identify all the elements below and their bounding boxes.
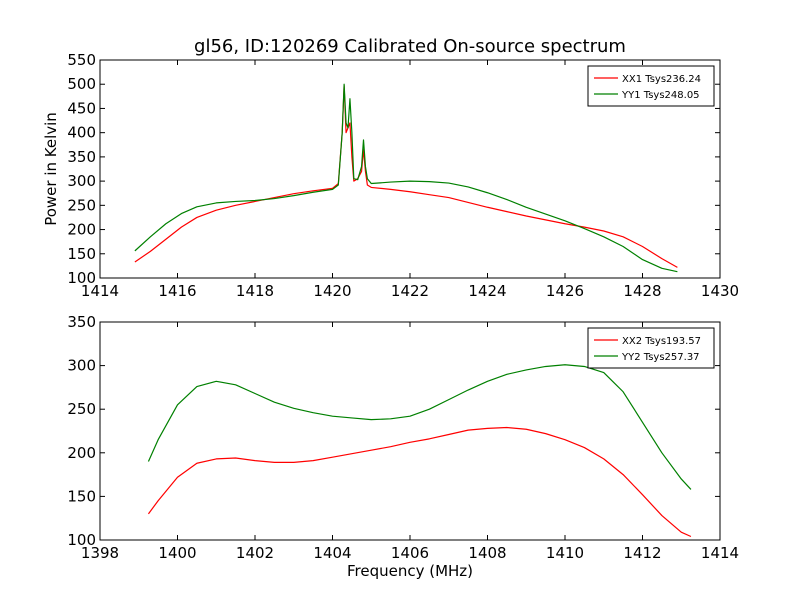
- legend-label: YY1 Tsys248.05: [621, 90, 700, 101]
- x-axis-label: Frequency (MHz): [347, 562, 473, 580]
- x-tick-label: 1414: [81, 282, 119, 300]
- y-tick-label: 150: [67, 245, 96, 263]
- y-tick-label: 100: [67, 269, 96, 287]
- y-tick-label: 200: [67, 221, 96, 239]
- x-tick-label: 1406: [391, 544, 429, 562]
- chart-title: gl56, ID:120269 Calibrated On-source spe…: [194, 36, 626, 57]
- legend-box: [587, 65, 715, 107]
- bottom-spectrum-plot: Frequency (MHz) 1398 1400 1402 1404 1406 1408…: [67, 313, 739, 580]
- y-tick-label: 250: [67, 400, 96, 418]
- legend-label: XX2 Tsys193.57: [622, 336, 701, 347]
- series-line-xx1: [134, 85, 678, 268]
- x-tick-label: 1412: [623, 544, 661, 562]
- x-tick-label: 1408: [468, 544, 506, 562]
- x-tick-label: 1418: [236, 282, 274, 300]
- x-tick-label: 1422: [391, 282, 429, 300]
- legend: XX1 Tsys236.24 YY1 Tsys248.05: [587, 65, 715, 107]
- y-tick-label: 450: [67, 99, 96, 117]
- legend: XX2 Tsys193.57 YY2 Tsys257.37: [587, 327, 715, 369]
- series-group: [147, 364, 692, 538]
- y-tick-label: 100: [67, 531, 96, 549]
- series-line-yy1: [134, 83, 678, 273]
- y-tick-label: 150: [67, 487, 96, 505]
- x-tick-label: 1430: [701, 282, 739, 300]
- y-tick-label: 550: [67, 51, 96, 69]
- x-tick-label: 1410: [546, 544, 584, 562]
- x-tick-label: 1404: [313, 544, 351, 562]
- y-tick-label: 300: [67, 357, 96, 375]
- x-tick-label: 1414: [701, 544, 739, 562]
- x-tick-label: 1428: [623, 282, 661, 300]
- series-line-yy2: [147, 364, 692, 490]
- tick-group: 1398 1400 1402 1404 1406 1408 1410 1412 1414 100 1…: [67, 313, 739, 562]
- x-tick-label: 1416: [158, 282, 196, 300]
- legend-label: XX1 Tsys236.24: [622, 74, 701, 85]
- series-group: [134, 83, 678, 273]
- top-spectrum-plot: gl56, ID:120269 Calibrated On-source spe…: [42, 36, 739, 300]
- legend-label: YY2 Tsys257.37: [621, 352, 700, 363]
- x-tick-label: 1424: [468, 282, 506, 300]
- y-axis-label: Power in Kelvin: [42, 112, 60, 226]
- x-tick-label: 1426: [546, 282, 584, 300]
- y-tick-label: 400: [67, 124, 96, 142]
- x-tick-label: 1402: [236, 544, 274, 562]
- legend-box: [587, 327, 715, 369]
- x-tick-label: 1398: [81, 544, 119, 562]
- y-tick-label: 200: [67, 444, 96, 462]
- y-tick-label: 350: [67, 313, 96, 331]
- x-tick-label: 1420: [313, 282, 351, 300]
- series-line-xx2: [147, 426, 692, 538]
- y-tick-label: 250: [67, 196, 96, 214]
- y-tick-label: 300: [67, 172, 96, 190]
- tick-group: 1414 1416 1418 1420 1422 1424 1426 1428 1430 100 1…: [67, 51, 739, 300]
- x-tick-label: 1400: [158, 544, 196, 562]
- y-tick-label: 500: [67, 75, 96, 93]
- y-tick-label: 350: [67, 148, 96, 166]
